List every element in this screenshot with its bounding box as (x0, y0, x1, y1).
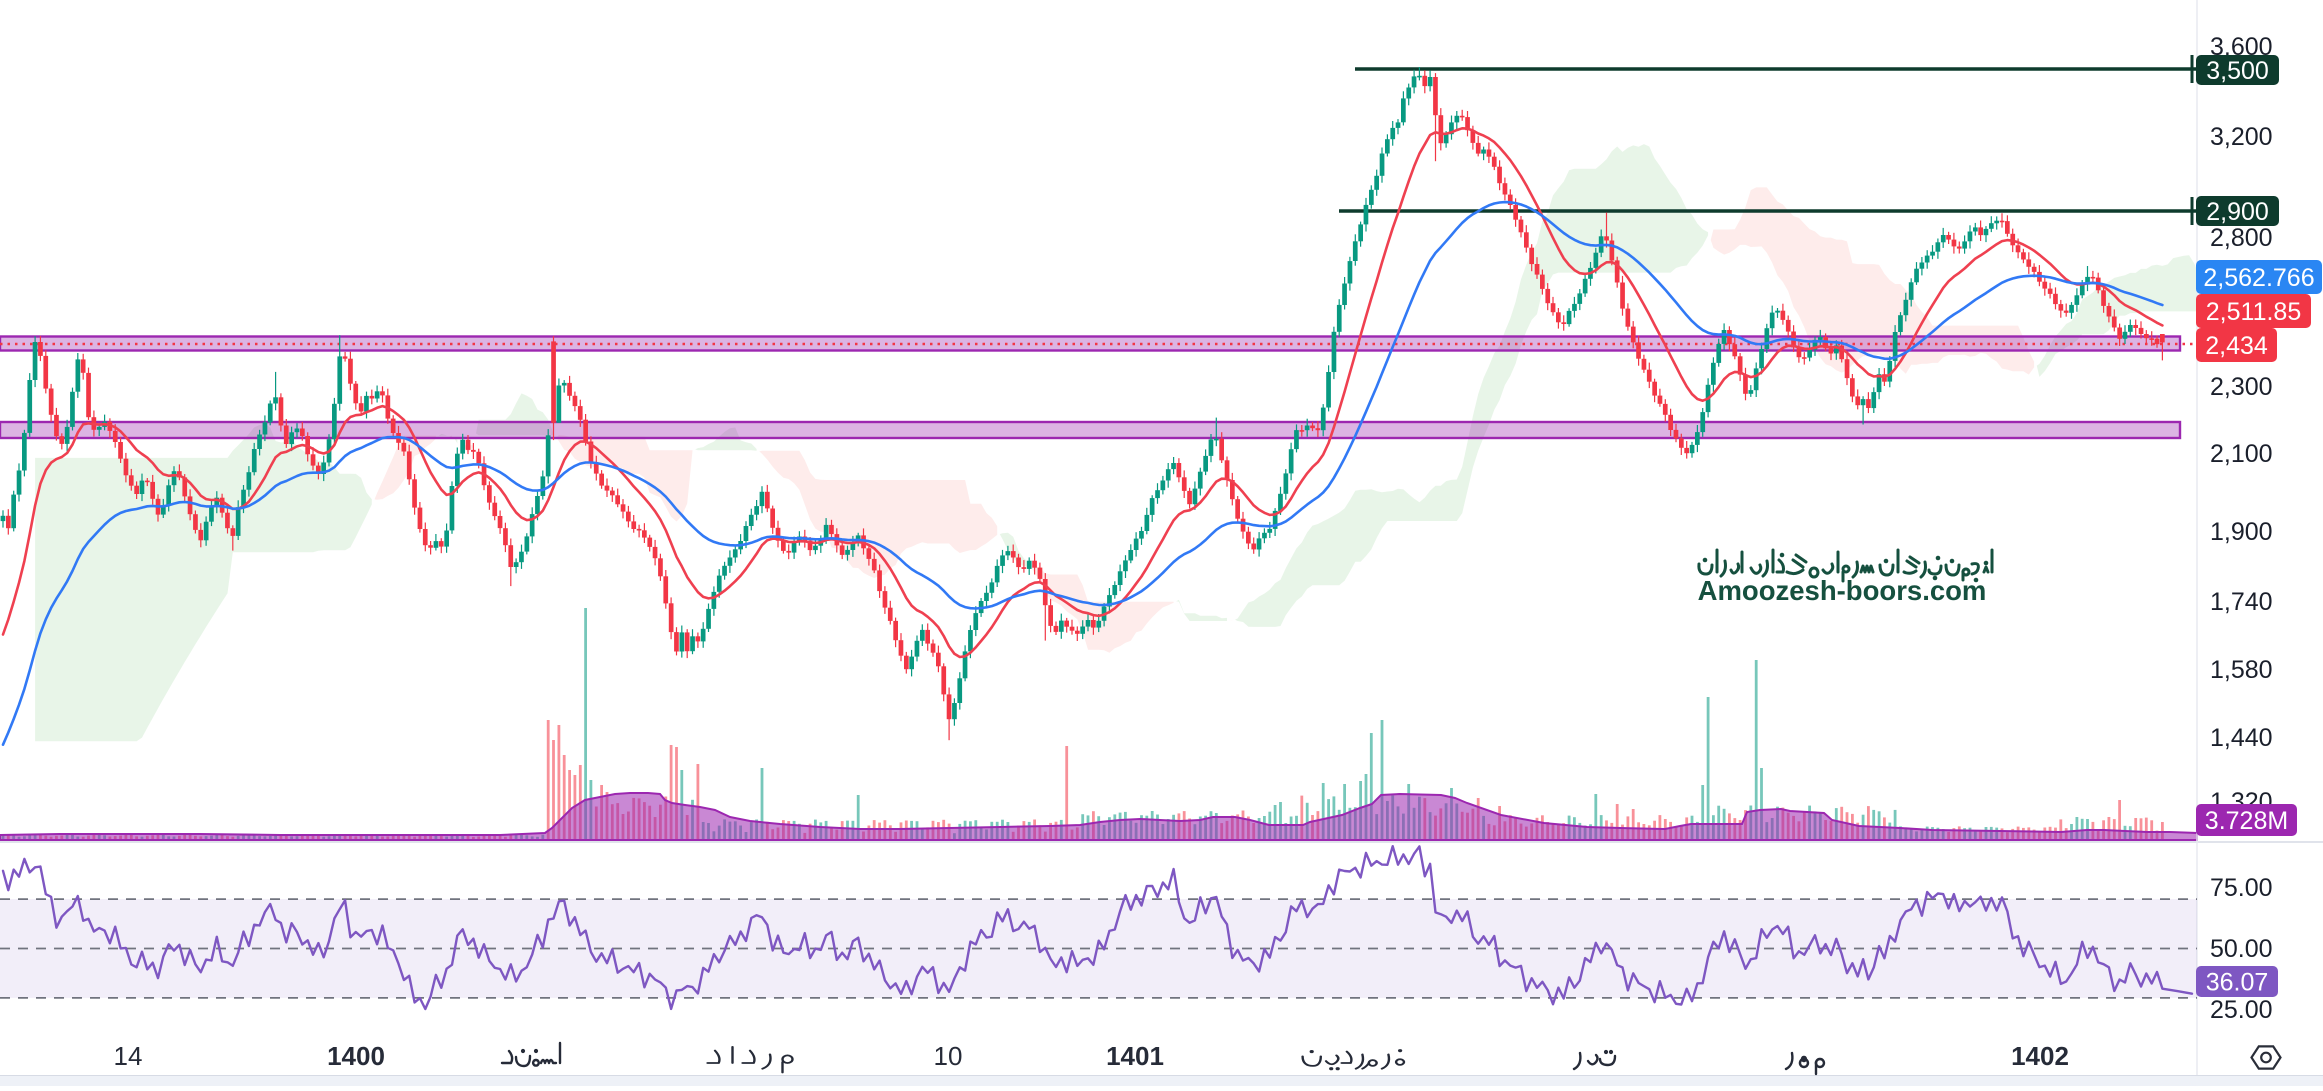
svg-text:50.00: 50.00 (2210, 935, 2273, 963)
svg-text:10: 10 (934, 1041, 963, 1071)
svg-text:1,580: 1,580 (2210, 656, 2273, 684)
svg-text:3,500: 3,500 (2206, 57, 2269, 85)
svg-text:2,900: 2,900 (2206, 198, 2269, 226)
svg-text:3,200: 3,200 (2210, 123, 2273, 151)
svg-text:1,900: 1,900 (2210, 518, 2273, 546)
svg-text:2,434: 2,434 (2205, 332, 2268, 360)
svg-text:1402: 1402 (2011, 1041, 2069, 1071)
svg-text:2,562.766: 2,562.766 (2203, 264, 2314, 292)
svg-text:1401: 1401 (1106, 1041, 1164, 1071)
svg-text:2,800: 2,800 (2210, 224, 2273, 252)
svg-text:2,100: 2,100 (2210, 440, 2273, 468)
svg-text:1,440: 1,440 (2210, 724, 2273, 752)
svg-text:3.728M: 3.728M (2205, 807, 2288, 835)
svg-text:25.00: 25.00 (2210, 996, 2273, 1024)
svg-text:2,300: 2,300 (2210, 373, 2273, 401)
svg-text:75.00: 75.00 (2210, 874, 2273, 902)
svg-text:14: 14 (114, 1041, 143, 1071)
svg-text:1,740: 1,740 (2210, 588, 2273, 616)
svg-text:Amoozesh-boors.com: Amoozesh-boors.com (1698, 575, 1987, 606)
svg-text:36.07: 36.07 (2206, 969, 2269, 997)
svg-text:2,511.85: 2,511.85 (2206, 298, 2301, 326)
svg-text:1400: 1400 (327, 1041, 385, 1071)
